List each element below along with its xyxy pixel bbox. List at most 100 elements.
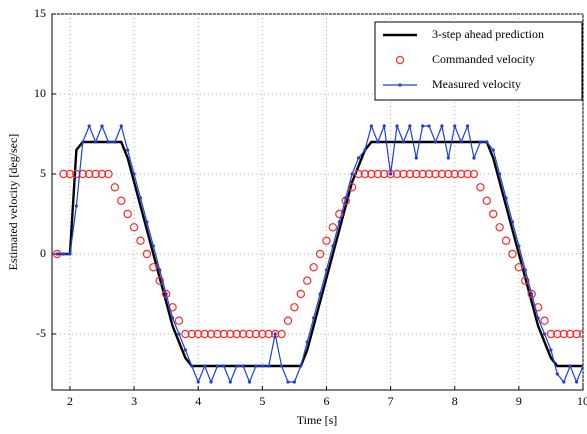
dot-marker bbox=[151, 244, 155, 248]
dot-marker bbox=[170, 316, 175, 320]
dot-marker bbox=[344, 196, 348, 200]
plot-area bbox=[52, 123, 583, 384]
dot-marker bbox=[260, 364, 264, 368]
y-tick-label: 10 bbox=[34, 86, 46, 100]
dot-marker bbox=[517, 244, 521, 248]
legend-label: 3-step ahead prediction bbox=[432, 27, 544, 41]
dot-marker bbox=[158, 268, 162, 272]
dot-marker bbox=[312, 316, 316, 320]
point-marker bbox=[200, 329, 209, 339]
point-marker bbox=[424, 169, 434, 179]
dot-marker bbox=[504, 196, 508, 200]
x-tick-label: 7 bbox=[388, 394, 394, 408]
legend-swatch-marker bbox=[398, 83, 402, 87]
point-marker bbox=[296, 289, 306, 299]
x-tick-label: 10 bbox=[577, 394, 587, 408]
point-marker bbox=[418, 169, 427, 179]
point-marker bbox=[514, 263, 524, 272]
point-marker bbox=[501, 236, 511, 245]
point-marker bbox=[264, 329, 273, 339]
dot-marker bbox=[485, 140, 489, 144]
point-marker bbox=[508, 249, 517, 259]
point-marker bbox=[258, 329, 267, 339]
point-marker bbox=[161, 289, 171, 299]
point-marker bbox=[136, 236, 145, 245]
dot-marker bbox=[523, 268, 527, 272]
point-marker bbox=[482, 196, 492, 205]
point-marker bbox=[405, 169, 415, 179]
point-marker bbox=[565, 329, 575, 339]
point-marker bbox=[469, 169, 479, 179]
dot-marker bbox=[337, 220, 341, 224]
legend-label: Measured velocity bbox=[432, 77, 521, 91]
dot-marker bbox=[562, 380, 566, 384]
point-marker bbox=[142, 249, 152, 259]
dot-marker bbox=[190, 364, 194, 368]
dot-marker bbox=[87, 124, 91, 128]
dot-marker bbox=[549, 348, 553, 352]
point-marker bbox=[213, 329, 222, 339]
dot-marker bbox=[286, 380, 290, 384]
point-marker bbox=[546, 329, 556, 339]
dot-marker bbox=[459, 140, 463, 144]
point-marker bbox=[303, 276, 312, 285]
point-marker bbox=[431, 169, 440, 179]
dot-marker bbox=[510, 220, 515, 224]
dot-marker bbox=[292, 380, 297, 384]
dot-marker bbox=[113, 140, 117, 144]
point-marker bbox=[194, 329, 203, 339]
y-axis-label: Estimated velocity [deg/sec] bbox=[6, 134, 20, 271]
point-marker bbox=[251, 329, 261, 339]
point-marker bbox=[495, 223, 504, 232]
dot-marker bbox=[100, 124, 104, 128]
point-marker bbox=[533, 303, 543, 312]
point-marker bbox=[65, 169, 75, 179]
x-axis-label: Time [s] bbox=[297, 413, 338, 427]
point-marker bbox=[450, 169, 459, 179]
point-marker bbox=[437, 169, 447, 179]
dot-marker bbox=[119, 124, 123, 128]
point-marker bbox=[149, 263, 158, 272]
dot-marker bbox=[267, 364, 271, 368]
dot-marker bbox=[433, 140, 438, 144]
point-marker bbox=[110, 183, 120, 192]
dot-marker bbox=[209, 380, 213, 384]
dot-marker bbox=[568, 364, 572, 368]
dot-marker bbox=[574, 380, 579, 384]
dot-marker bbox=[254, 364, 258, 368]
dot-marker bbox=[363, 148, 367, 152]
point-marker bbox=[360, 169, 370, 179]
dot-marker bbox=[318, 292, 322, 296]
x-tick-label: 5 bbox=[259, 394, 265, 408]
dot-marker bbox=[164, 292, 168, 296]
dot-marker bbox=[55, 252, 59, 256]
dot-marker bbox=[581, 364, 583, 368]
y-tick-label: 0 bbox=[40, 246, 46, 260]
dot-marker bbox=[145, 220, 149, 224]
point-marker bbox=[129, 223, 139, 232]
y-tick-label: -5 bbox=[36, 326, 46, 340]
dot-marker bbox=[440, 124, 444, 128]
legend-swatch-marker bbox=[395, 55, 405, 65]
point-marker bbox=[412, 169, 421, 179]
dot-marker bbox=[299, 364, 303, 368]
point-marker bbox=[578, 329, 583, 339]
dot-marker bbox=[382, 124, 386, 128]
dot-marker bbox=[94, 140, 98, 144]
dot-marker bbox=[369, 124, 373, 128]
point-marker bbox=[322, 236, 331, 245]
dot-marker bbox=[453, 124, 457, 128]
point-marker bbox=[59, 169, 68, 179]
point-marker bbox=[354, 169, 363, 179]
dot-marker bbox=[446, 156, 450, 160]
dot-marker bbox=[279, 364, 284, 368]
point-marker bbox=[181, 329, 190, 339]
point-marker bbox=[187, 329, 197, 339]
dot-marker bbox=[81, 140, 85, 144]
point-marker bbox=[290, 303, 299, 312]
dot-marker bbox=[356, 156, 361, 160]
dot-marker bbox=[478, 140, 482, 144]
x-tick-label: 2 bbox=[67, 394, 73, 408]
dot-marker bbox=[376, 140, 380, 144]
dot-marker bbox=[228, 380, 232, 384]
